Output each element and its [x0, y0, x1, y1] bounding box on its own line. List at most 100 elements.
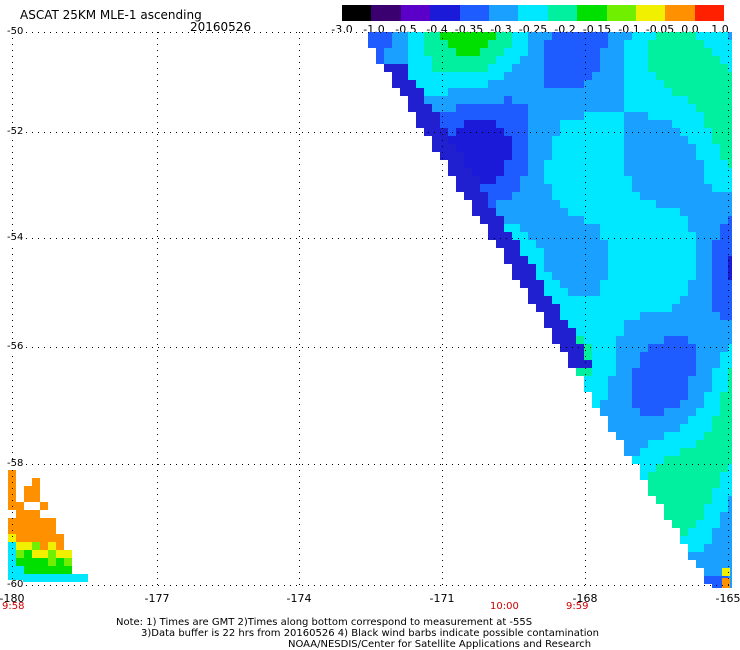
data-cell: [568, 152, 576, 160]
data-cell: [16, 558, 24, 566]
grid-dot: [728, 350, 729, 351]
grid-dot: [278, 464, 279, 465]
data-cell: [648, 448, 656, 456]
data-cell: [680, 512, 688, 520]
data-cell: [608, 352, 616, 360]
grid-dot: [157, 152, 158, 153]
data-cell: [728, 224, 732, 232]
data-cell: [680, 280, 688, 288]
data-cell: [712, 200, 720, 208]
data-cell: [408, 40, 416, 48]
data-cell: [592, 312, 600, 320]
grid-dot: [548, 132, 549, 133]
grid-dot: [320, 238, 321, 239]
data-cell: [576, 312, 584, 320]
grid-dot: [442, 308, 443, 309]
grid-dot: [194, 585, 195, 586]
data-cell: [688, 272, 696, 280]
grid-dot: [464, 585, 465, 586]
grid-dot: [728, 44, 729, 45]
data-cell: [600, 392, 608, 400]
grid-dot: [26, 347, 27, 348]
data-cell: [664, 384, 672, 392]
data-cell: [16, 518, 24, 526]
data-cell: [672, 168, 680, 176]
data-cell: [496, 136, 504, 144]
data-cell: [488, 88, 496, 96]
data-cell: [664, 336, 672, 344]
data-cell: [648, 248, 656, 256]
data-cell: [448, 56, 456, 64]
data-cell: [480, 56, 488, 64]
grid-dot: [392, 347, 393, 348]
data-cell: [584, 72, 592, 80]
grid-dot: [442, 62, 443, 63]
grid-dot: [585, 554, 586, 555]
grid-dot: [585, 200, 586, 201]
grid-dot: [442, 344, 443, 345]
data-cell: [408, 32, 416, 40]
data-cell: [568, 320, 576, 328]
data-cell: [664, 112, 672, 120]
data-cell: [616, 88, 624, 96]
grid-dot: [446, 238, 447, 239]
data-cell: [544, 208, 552, 216]
data-cell: [624, 432, 632, 440]
data-cell: [464, 176, 472, 184]
data-cell: [32, 518, 40, 526]
data-cell: [496, 184, 504, 192]
data-cell: [536, 96, 544, 104]
grid-dot: [80, 347, 81, 348]
grid-dot: [299, 332, 300, 333]
data-cell: [600, 208, 608, 216]
data-cell: [600, 128, 608, 136]
grid-dot: [12, 518, 13, 519]
grid-dot: [206, 132, 207, 133]
data-cell: [704, 312, 712, 320]
data-cell: [8, 534, 16, 542]
data-cell: [600, 72, 608, 80]
data-cell: [424, 32, 432, 40]
data-cell: [432, 144, 440, 152]
grid-dot: [157, 332, 158, 333]
grid-dot: [266, 238, 267, 239]
data-cell: [680, 352, 688, 360]
data-cell: [704, 360, 712, 368]
data-cell: [576, 256, 584, 264]
grid-dot: [44, 347, 45, 348]
grid-dot: [442, 44, 443, 45]
note-line-3: NOAA/NESDIS/Center for Satellite Applica…: [288, 639, 592, 650]
data-cell: [632, 384, 640, 392]
data-cell: [432, 56, 440, 64]
grid-dot: [662, 132, 663, 133]
data-cell: [552, 304, 560, 312]
data-cell: [592, 80, 600, 88]
grid-dot: [404, 585, 405, 586]
grid-dot: [290, 132, 291, 133]
grid-dot: [585, 440, 586, 441]
grid-dot: [585, 362, 586, 363]
grid-dot: [128, 464, 129, 465]
grid-dot: [442, 236, 443, 237]
data-cell: [592, 88, 600, 96]
data-cell: [432, 104, 440, 112]
data-cell: [592, 96, 600, 104]
grid-dot: [728, 347, 729, 348]
grid-dot: [299, 170, 300, 171]
grid-dot: [242, 132, 243, 133]
grid-dot: [157, 344, 158, 345]
data-cell: [496, 240, 504, 248]
data-cell: [504, 208, 512, 216]
grid-dot: [157, 296, 158, 297]
grid-dot: [314, 32, 315, 33]
grid-dot: [626, 464, 627, 465]
data-cell: [664, 152, 672, 160]
grid-dot: [116, 238, 117, 239]
grid-dot: [548, 347, 549, 348]
data-cell: [688, 488, 696, 496]
data-cell: [480, 176, 488, 184]
grid-dot: [728, 428, 729, 429]
grid-dot: [650, 32, 651, 33]
lat-tick-label: -50: [7, 26, 24, 37]
data-cell: [704, 352, 712, 360]
